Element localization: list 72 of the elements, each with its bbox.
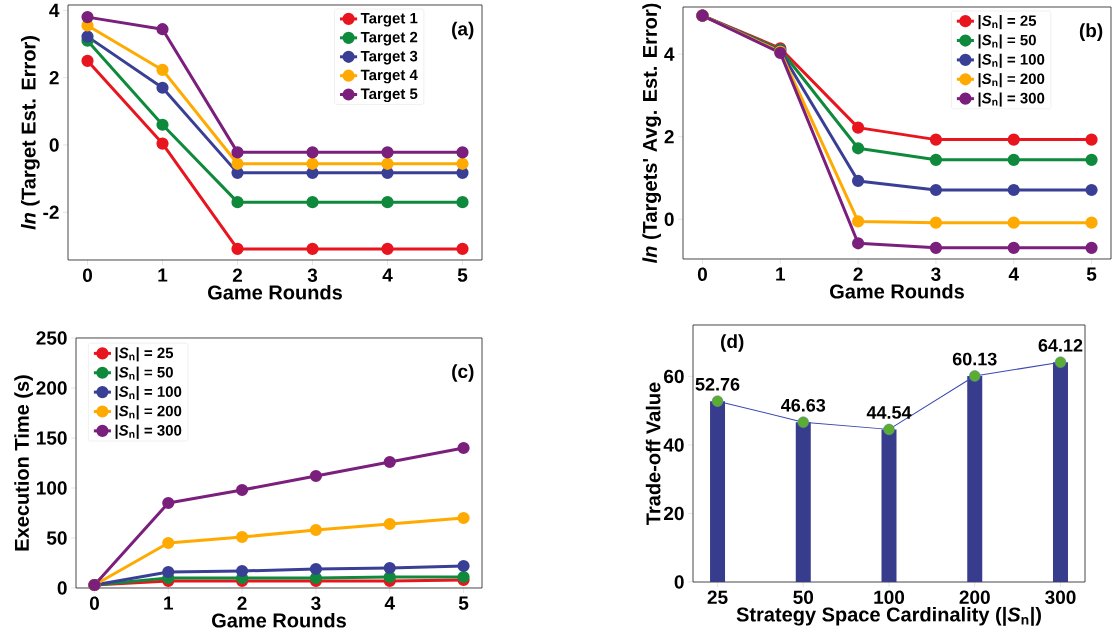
x-tick-label: 300	[1045, 590, 1076, 605]
y-tick-label: 2	[664, 130, 674, 144]
x-tick-label: 5	[1086, 267, 1097, 281]
y-axis-title: ln (Target Est. Error)	[20, 36, 40, 230]
x-tick-label: 0	[89, 596, 99, 610]
y-tick-label: -2	[43, 205, 59, 219]
y-tick-label: 150	[36, 431, 67, 445]
data-label: 46.63	[781, 398, 826, 412]
y-tick-label: 200	[36, 381, 67, 395]
y-tick-label: 40	[663, 438, 684, 452]
x-tick-label: 0	[82, 268, 93, 282]
x-axis-title: Strategy Space Cardinality (|S$_{n}$|)	[736, 606, 1041, 626]
legend-label: Target 2	[360, 31, 418, 46]
data-label: 60.13	[952, 352, 997, 366]
x-tick-label: 1	[158, 268, 168, 282]
legend-label: |S$_{n}$| = 50	[115, 366, 173, 381]
y-tick-label: 60	[664, 369, 684, 384]
x-tick-label: 200	[959, 590, 990, 604]
legend-label: |S$_{n}$| = 25	[978, 14, 1037, 30]
x-tick-label: 3	[311, 596, 321, 611]
legend-label: Target 5	[360, 88, 418, 103]
x-tick-label: 4	[384, 596, 395, 610]
legend-label: |S$_{n}$| = 50	[978, 34, 1036, 49]
x-tick-label: 100	[874, 590, 905, 604]
legend-label: |S$_{n}$| = 200	[115, 405, 182, 420]
x-tick-label: 2	[237, 596, 247, 610]
x-tick-label: 1	[164, 596, 174, 610]
legend-label: Target 1	[360, 13, 418, 27]
y-tick-label: 0	[57, 581, 67, 595]
legend-label: |S$_{n}$| = 200	[978, 73, 1045, 88]
legend-label: |S$_{n}$| = 300	[978, 92, 1045, 107]
y-tick-label: 50	[46, 531, 67, 545]
legend-label: Target 4	[360, 69, 418, 84]
y-tick-label: 0	[49, 138, 59, 152]
x-tick-label: 3	[931, 267, 941, 282]
x-tick-label: 4	[382, 268, 393, 282]
x-axis-title: Game Rounds	[212, 612, 346, 628]
y-tick-label: 0	[664, 212, 674, 227]
x-tick-label: 4	[1008, 267, 1019, 281]
y-tick-label: 2	[49, 71, 59, 85]
y-tick-label: 250	[36, 331, 67, 345]
annotation: (d)	[721, 334, 744, 352]
y-tick-label: 4	[664, 47, 675, 61]
y-axis-title: ln (Targets' Avg. Est. Error)	[642, 3, 662, 264]
data-label: 52.76	[695, 377, 740, 391]
data-label: 64.12	[1038, 338, 1083, 352]
x-tick-label: 0	[697, 267, 707, 281]
x-tick-label: 25	[707, 590, 728, 604]
x-axis-title: Game Rounds	[208, 284, 342, 300]
annotation: (c)	[452, 364, 474, 382]
annotation: (b)	[1079, 23, 1103, 42]
y-tick-label: 0	[674, 575, 684, 589]
x-tick-label: 5	[458, 596, 469, 610]
data-label: 44.54	[866, 406, 912, 419]
legend-label: |S$_{n}$| = 25	[115, 347, 174, 362]
legend-label: |S$_{n}$| = 100	[978, 53, 1045, 68]
x-tick-label: 3	[307, 268, 318, 283]
y-axis-title: Execution Time (s)	[14, 375, 33, 551]
x-tick-label: 1	[776, 267, 786, 281]
x-axis-title: Game Rounds	[830, 283, 964, 299]
y-axis-title: Trade-off Value	[645, 382, 661, 525]
legend-label: |S$_{n}$| = 100	[115, 385, 182, 401]
x-tick-label: 2	[853, 267, 863, 281]
x-tick-label: 50	[793, 590, 814, 604]
y-tick-label: 20	[664, 506, 684, 521]
legend-label: |S$_{n}$| = 300	[115, 424, 182, 439]
y-tick-label: 4	[49, 3, 60, 17]
x-tick-label: 2	[232, 268, 243, 282]
x-tick-label: 5	[457, 268, 468, 282]
y-tick-label: 100	[36, 481, 67, 495]
annotation: (a)	[452, 21, 474, 40]
legend-label: Target 3	[360, 50, 418, 65]
